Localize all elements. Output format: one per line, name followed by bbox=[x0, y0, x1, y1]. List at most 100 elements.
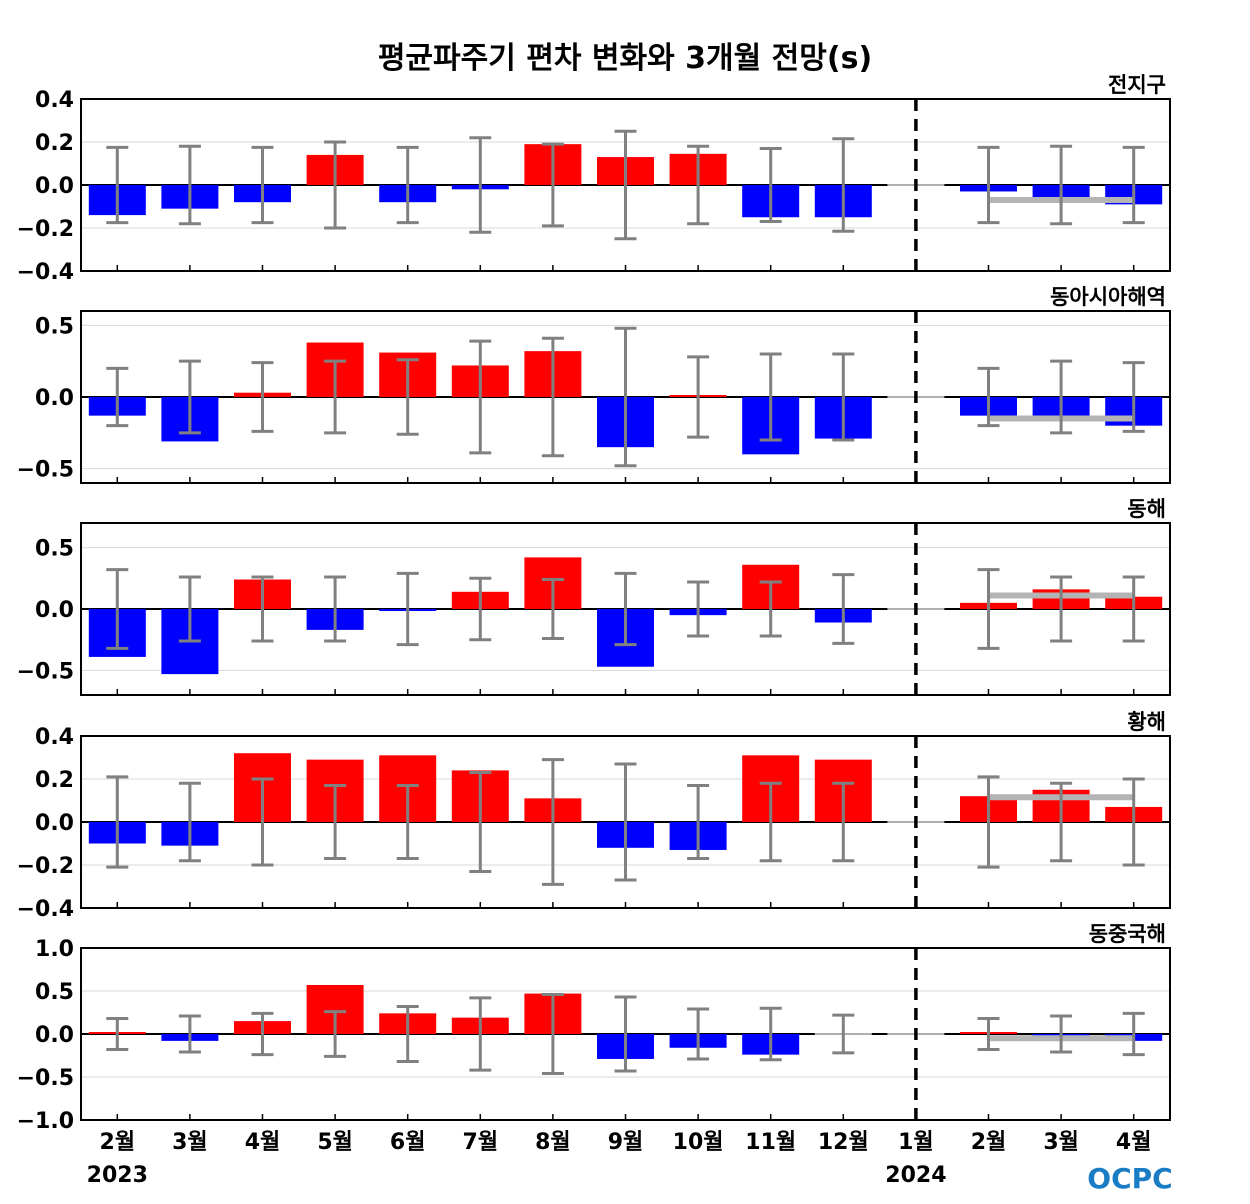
y-tick-label: −0.4 bbox=[17, 260, 74, 285]
ocpc-logo: OCPC bbox=[1087, 1162, 1172, 1195]
x-tick-label: 2월 bbox=[971, 1130, 1007, 1155]
error-bar bbox=[251, 145, 274, 225]
y-tick-label: 0.0 bbox=[35, 386, 74, 411]
error-bar bbox=[106, 568, 129, 650]
y-tick-label: −1.0 bbox=[17, 1109, 74, 1134]
error-bar bbox=[977, 366, 1000, 428]
y-tick-label: 0.2 bbox=[35, 768, 74, 793]
error-bar bbox=[396, 783, 419, 861]
error-bar bbox=[614, 762, 637, 882]
error-bar bbox=[541, 578, 564, 640]
y-tick-label: 0.5 bbox=[35, 314, 74, 339]
error-bar bbox=[614, 326, 637, 468]
error-bar bbox=[178, 575, 201, 643]
error-bar bbox=[324, 783, 347, 861]
x-tick-label: 2월 bbox=[100, 1130, 136, 1155]
y-tick-label: 0.0 bbox=[35, 1023, 74, 1048]
y-tick-label: 0.5 bbox=[35, 980, 74, 1005]
year-label: 2024 bbox=[885, 1163, 946, 1188]
error-bar bbox=[469, 339, 492, 455]
error-bar bbox=[977, 568, 1000, 650]
x-tick-label: 4월 bbox=[1116, 1130, 1152, 1155]
error-bar bbox=[396, 571, 419, 647]
panel-2: −0.5 0.0 0.5 동아시아해역 bbox=[17, 285, 1171, 484]
error-bar bbox=[1050, 781, 1073, 863]
panel-title: 황해 bbox=[1127, 710, 1166, 734]
y-tick-label: −0.5 bbox=[17, 458, 74, 483]
error-bar bbox=[178, 781, 201, 863]
error-bar bbox=[1050, 144, 1073, 226]
error-bar bbox=[832, 137, 855, 233]
error-bar bbox=[541, 758, 564, 886]
x-tick-label: 11월 bbox=[745, 1130, 796, 1155]
error-bar bbox=[614, 995, 637, 1073]
error-bar bbox=[832, 1013, 855, 1055]
error-bar bbox=[759, 580, 782, 638]
y-tick-label: 0.4 bbox=[35, 88, 74, 113]
error-bar bbox=[469, 136, 492, 234]
panel-frame bbox=[80, 98, 1171, 272]
error-bar bbox=[1050, 575, 1073, 643]
error-bar bbox=[1122, 575, 1145, 643]
error-bar bbox=[1050, 1014, 1073, 1054]
error-bar bbox=[687, 355, 710, 439]
x-tick-label: 10월 bbox=[673, 1130, 724, 1155]
error-bar bbox=[106, 366, 129, 428]
y-tick-label: 0.2 bbox=[35, 131, 74, 156]
error-bar bbox=[614, 571, 637, 647]
x-tick-label: 6월 bbox=[390, 1130, 426, 1155]
error-bar bbox=[251, 777, 274, 867]
y-tick-label: 0.4 bbox=[35, 725, 74, 750]
x-tick-label: 7월 bbox=[463, 1130, 499, 1155]
error-bar bbox=[396, 358, 419, 436]
year-label: 2023 bbox=[87, 1163, 148, 1188]
y-tick-label: −0.5 bbox=[17, 1066, 74, 1091]
error-bar bbox=[469, 771, 492, 873]
error-bar bbox=[251, 1011, 274, 1057]
y-tick-label: 1.0 bbox=[35, 937, 74, 962]
error-bar bbox=[832, 573, 855, 645]
x-tick-label: 5월 bbox=[317, 1130, 353, 1155]
error-bar bbox=[541, 336, 564, 458]
error-bar bbox=[396, 145, 419, 225]
x-tick-label: 3월 bbox=[1043, 1130, 1079, 1155]
y-tick-label: 0.0 bbox=[35, 174, 74, 199]
error-bar bbox=[832, 352, 855, 442]
error-bar bbox=[977, 145, 1000, 225]
error-bar bbox=[1122, 1011, 1145, 1057]
x-tick-label: 8월 bbox=[535, 1130, 571, 1155]
panel-4: −0.4 −0.2 0.0 0.2 0.4 황해 bbox=[17, 710, 1171, 922]
error-bar bbox=[1122, 145, 1145, 225]
x-tick-label: 3월 bbox=[172, 1130, 208, 1155]
error-bar bbox=[687, 1007, 710, 1061]
error-bar bbox=[759, 146, 782, 224]
error-bar bbox=[759, 352, 782, 442]
panel-frame bbox=[80, 735, 1171, 909]
error-bar bbox=[324, 1010, 347, 1058]
error-bar bbox=[687, 783, 710, 861]
x-tick-label: 4월 bbox=[245, 1130, 281, 1155]
error-bar bbox=[832, 781, 855, 863]
error-bar bbox=[614, 129, 637, 241]
error-bar bbox=[1122, 361, 1145, 433]
error-bar bbox=[977, 1017, 1000, 1051]
error-bar bbox=[687, 144, 710, 226]
panel-3: −0.5 0.0 0.5 동해 bbox=[17, 497, 1171, 696]
panel-title: 동중국해 bbox=[1089, 922, 1166, 946]
error-bar bbox=[324, 140, 347, 230]
y-tick-label: −0.4 bbox=[17, 897, 74, 922]
error-bar bbox=[759, 1006, 782, 1062]
y-tick-label: 0.0 bbox=[35, 811, 74, 836]
y-tick-label: −0.2 bbox=[17, 854, 74, 879]
error-bar bbox=[106, 775, 129, 869]
x-tick-label: 1월 bbox=[898, 1130, 934, 1155]
error-bar bbox=[396, 1004, 419, 1064]
error-bar bbox=[1050, 359, 1073, 435]
error-bar bbox=[251, 575, 274, 643]
error-bar bbox=[324, 359, 347, 435]
error-bar bbox=[541, 142, 564, 228]
y-tick-label: −0.5 bbox=[17, 659, 74, 684]
panel-1: −0.4 −0.2 0.0 0.2 0.4 전지구 bbox=[17, 73, 1171, 285]
error-bar bbox=[687, 580, 710, 638]
error-bar bbox=[977, 775, 1000, 869]
